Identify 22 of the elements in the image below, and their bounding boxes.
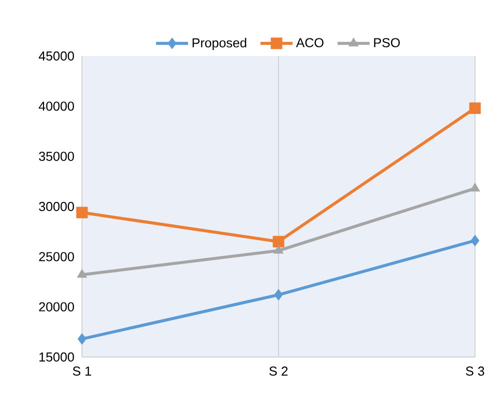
legend-label: ACO (296, 38, 324, 48)
y-tick-label: 35000 (38, 152, 74, 161)
y-tick-label: 30000 (38, 202, 74, 212)
point (274, 289, 283, 301)
point (470, 182, 480, 192)
point (76, 206, 88, 218)
point (470, 234, 480, 246)
y-tick-label: 25000 (39, 252, 74, 262)
point (272, 236, 284, 248)
point (273, 244, 284, 254)
x-tick-label: S 1 (72, 366, 92, 376)
legend-label: PSO (374, 38, 400, 48)
y-tick-label: 45000 (38, 51, 74, 61)
point (76, 268, 88, 278)
y-tick-label: 40000 (38, 102, 74, 111)
y-tick-label: 20000 (39, 302, 74, 312)
point (469, 102, 481, 114)
point (78, 333, 86, 345)
x-tick-label: S 2 (269, 366, 288, 376)
x-tick-label: S 3 (466, 366, 484, 376)
legend-label: Proposed (192, 38, 246, 50)
y-tick-label: 15000 (39, 352, 74, 362)
